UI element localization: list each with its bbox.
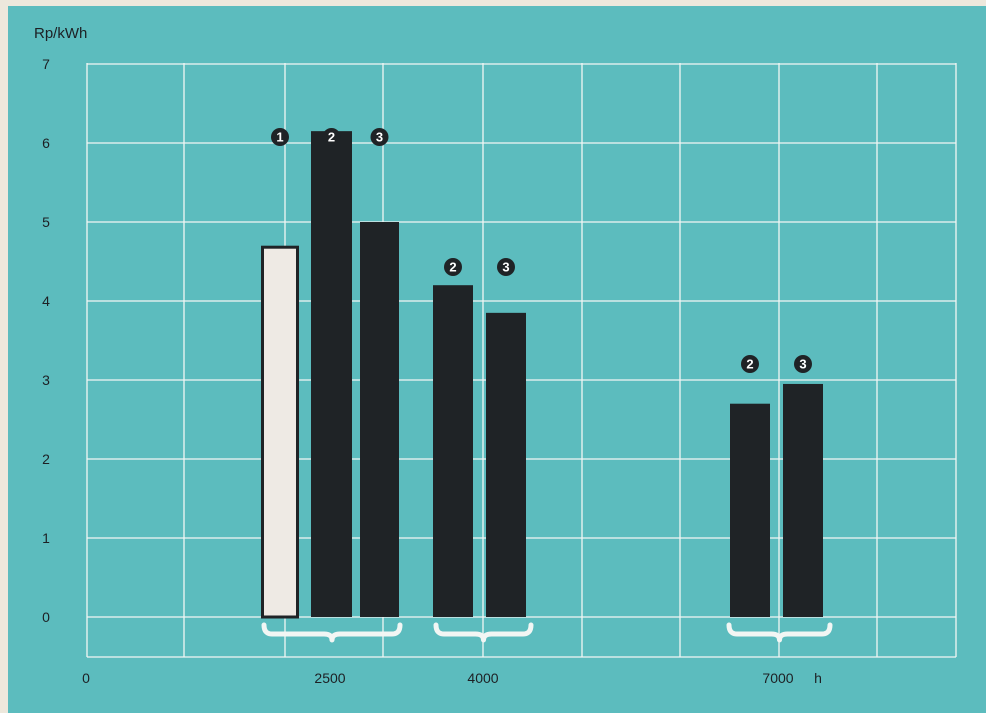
series-marker-circle [370, 128, 389, 146]
group-brace [433, 622, 534, 643]
bar [486, 312, 526, 617]
x-tick-label: 2500 [314, 670, 345, 686]
series-marker-circle [444, 258, 462, 276]
x-tick-label: 4000 [467, 670, 498, 686]
series-marker-circle [497, 258, 515, 276]
bar [730, 403, 770, 617]
series-marker-circle [322, 128, 341, 146]
series-marker-circle [741, 355, 759, 373]
y-tick-label: 5 [42, 214, 50, 230]
series-marker-circle [271, 128, 289, 146]
series-marker-label: 2 [746, 357, 753, 372]
bar [360, 222, 399, 617]
series-marker-label: 3 [799, 357, 806, 372]
y-tick-label: 4 [42, 293, 50, 309]
x-tick-label: 0 [82, 670, 90, 686]
y-axis-label: Rp/kWh [34, 25, 87, 42]
series-markers: 1 2 3 2 3 2 3 [271, 128, 812, 373]
series-marker-circle [794, 355, 812, 373]
y-tick-label: 1 [42, 530, 50, 546]
y-tick-label: 2 [42, 451, 50, 467]
y-tick-label: 6 [42, 135, 50, 151]
bar [783, 383, 823, 617]
group-braces [261, 622, 833, 643]
bar [433, 285, 473, 617]
bar [311, 131, 352, 617]
series-marker-label: 3 [502, 260, 509, 275]
y-tick-label: 3 [42, 372, 50, 388]
x-tick-label: 7000 [762, 670, 793, 686]
series-marker-label: 2 [449, 260, 456, 275]
bars [261, 131, 823, 619]
y-tick-label: 0 [42, 609, 50, 625]
axis-labels: 0 1 2 3 4 5 6 7 0 2500 4000 7000 [42, 56, 794, 686]
group-brace [261, 622, 403, 643]
y-tick-label: 7 [42, 56, 50, 72]
bar [261, 245, 299, 619]
x-axis-unit: h [814, 670, 822, 686]
group-brace [726, 622, 833, 643]
series-marker-label: 3 [376, 130, 383, 145]
series-marker-label: 1 [276, 130, 283, 145]
series-marker-label: 2 [328, 130, 335, 145]
